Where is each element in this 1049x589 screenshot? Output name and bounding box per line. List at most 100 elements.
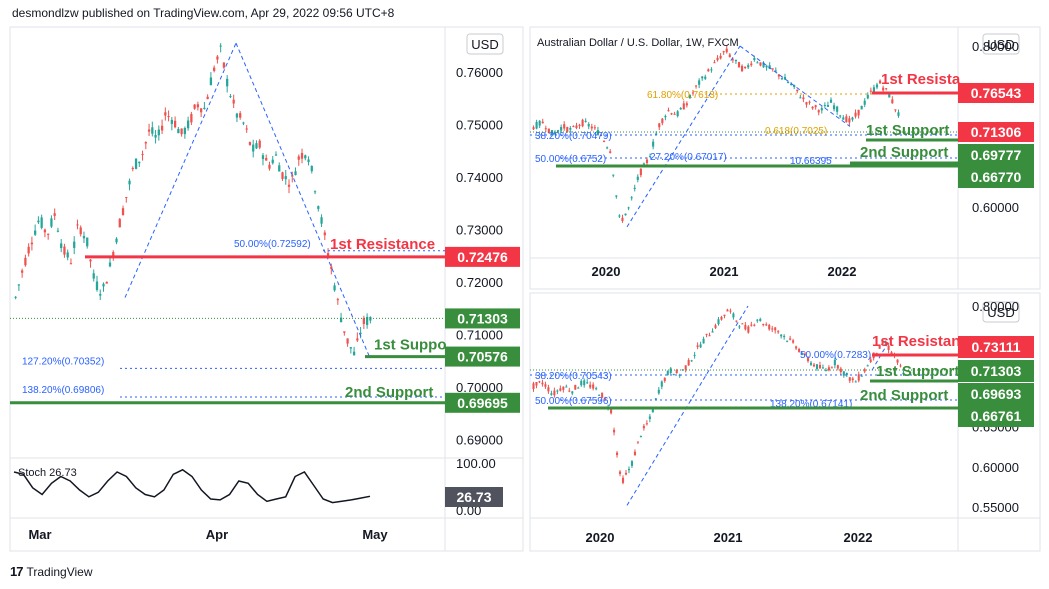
rt-1st-support-badge-label: 0.71306 [971, 124, 1022, 140]
candle-body [565, 386, 568, 388]
candle-body [300, 152, 304, 159]
candle-body [636, 441, 639, 443]
tradingview-footer[interactable]: 17 TradingView [10, 564, 93, 579]
candle-body [845, 116, 848, 123]
candle-body [902, 372, 905, 375]
left-y-tick: 0.75000 [456, 117, 503, 132]
left-panel-frame [9, 26, 524, 552]
right-bottom-y-tick: 0.55000 [972, 500, 1019, 515]
candle-body [809, 362, 813, 365]
candle-body [642, 426, 645, 429]
right-top-x-tick: 2021 [710, 264, 739, 279]
candle-body [732, 313, 735, 318]
candle-body [734, 59, 738, 62]
left-y-tick: 0.69000 [456, 432, 503, 447]
candle-body [317, 206, 320, 209]
candle-body [887, 345, 890, 351]
candle-body [857, 374, 860, 381]
candle-body [878, 80, 882, 84]
candle-body [261, 155, 265, 160]
candle-body [226, 78, 229, 87]
candle-body [356, 338, 359, 341]
candle-body [796, 89, 799, 92]
candle-body [219, 45, 222, 47]
candle-body [125, 197, 128, 199]
left-1st-support-text: 1st Suppo [374, 337, 447, 354]
candle-body [239, 113, 242, 118]
fib-level-label: 38.20%(0.70543) [535, 371, 612, 382]
candle-body [792, 340, 795, 343]
candle-body [882, 87, 885, 91]
candle-body [40, 217, 43, 228]
candle-body [818, 364, 822, 369]
candle-body [808, 101, 811, 103]
fib-trend-line [626, 45, 741, 228]
candle-body [609, 151, 612, 153]
candle-body [621, 477, 625, 483]
right-top-y-tick: 0.80000 [972, 39, 1019, 54]
candle-body [652, 141, 655, 147]
candle-body [786, 340, 789, 342]
candle-body [682, 103, 685, 110]
candle-body [866, 365, 869, 367]
candle-body [783, 335, 786, 338]
candle-body [613, 429, 616, 433]
candle-body [115, 238, 118, 243]
candle-body [774, 327, 777, 331]
candle-body [627, 207, 630, 209]
candle-body [759, 318, 762, 321]
candle-body [566, 127, 569, 132]
candle-body [660, 381, 663, 387]
candle-body [108, 262, 112, 267]
fib-level-label: 61.80%(0.7613) [647, 90, 718, 101]
candle-body [851, 117, 854, 120]
candle-body [832, 105, 836, 110]
candle-body [821, 367, 824, 369]
candle-body [92, 273, 95, 279]
candle-body [672, 373, 675, 376]
candle-body [128, 180, 131, 185]
candle-body [587, 124, 590, 127]
candle-body [621, 217, 624, 222]
candle-body [346, 338, 349, 344]
candle-body [860, 105, 863, 110]
candle-body [681, 369, 684, 371]
candle-body [592, 384, 595, 389]
candle-body [323, 232, 326, 236]
candle-body [699, 344, 702, 348]
candle-body [753, 324, 756, 326]
candle-body [854, 381, 857, 383]
candle-body [696, 345, 699, 347]
candle-body [666, 370, 669, 375]
candle-body [618, 471, 622, 474]
candle-body [669, 368, 672, 373]
rb-1st-resistance-badge-label: 0.73111 [971, 339, 1020, 355]
candle-body [839, 115, 842, 117]
right-bottom-y-tick: 0.80000 [972, 299, 1019, 314]
candle-body [144, 142, 147, 144]
right-bottom-x-tick: 2022 [844, 530, 873, 545]
fib-level-label: 138.20%(0.67141) [770, 399, 852, 410]
fib-level-label: 138.20%(0.69806) [22, 385, 104, 396]
candle-body [848, 118, 851, 123]
candle-body [595, 388, 598, 390]
fib-trend-line [235, 42, 371, 359]
candle-body [30, 242, 34, 245]
candle-body [823, 105, 826, 107]
left-y-tick: 0.71000 [456, 327, 503, 342]
candle-body [563, 124, 566, 129]
candle-body [679, 107, 682, 110]
candle-body [265, 157, 268, 161]
left-x-tick: May [362, 527, 388, 542]
candle-body [704, 76, 707, 79]
rt-1st-support-badge [958, 122, 1034, 142]
candle-body [147, 129, 151, 132]
right-top-y-tick: 0.60000 [972, 200, 1019, 215]
candle-body [252, 144, 255, 152]
candle-body [615, 195, 618, 197]
candle-body [716, 57, 719, 61]
candle-body [53, 213, 56, 216]
candle-body [714, 325, 717, 329]
candle-body [216, 56, 219, 60]
candle-body [271, 159, 274, 164]
